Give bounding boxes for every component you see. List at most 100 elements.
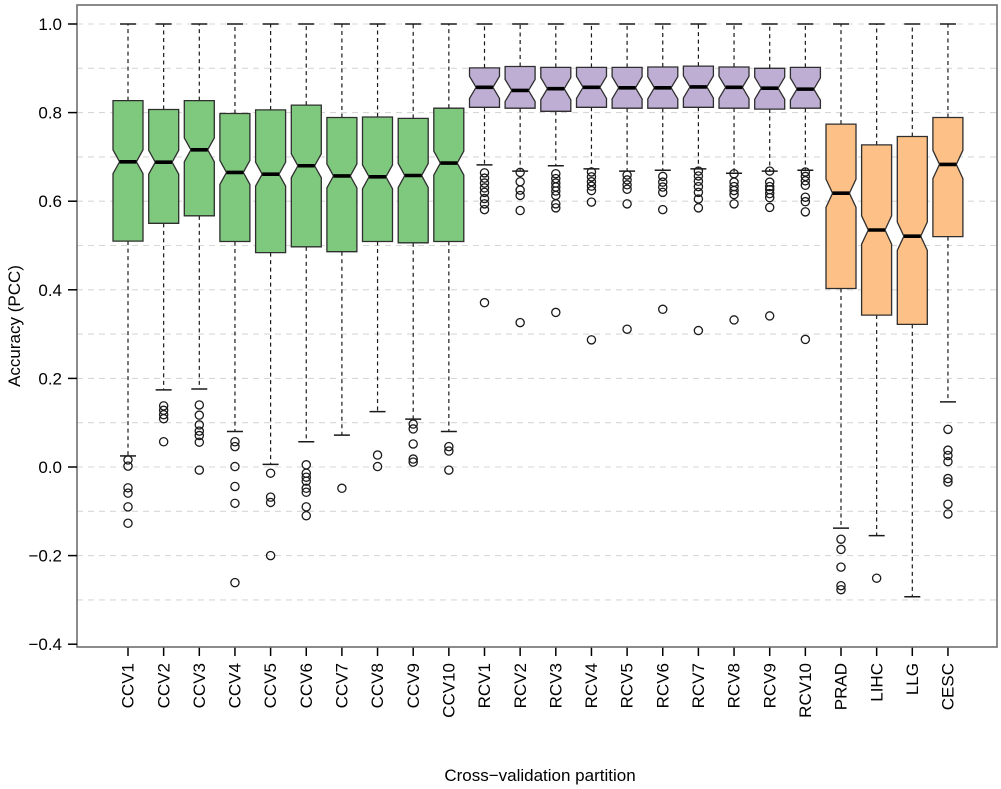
x-tick-label-PRAD: PRAD: [832, 663, 851, 710]
outlier-point: [515, 176, 525, 187]
outlier-point: [943, 477, 953, 487]
boxplot-box-RCV8: [718, 23, 750, 325]
outlier-point: [693, 187, 704, 198]
outlier-point: [479, 168, 490, 178]
box-body: [397, 117, 429, 244]
outlier-point: [158, 436, 169, 447]
outlier-point: [301, 510, 311, 521]
outlier-point: [158, 413, 169, 424]
outlier-point: [158, 401, 169, 411]
outlier-point: [408, 424, 418, 434]
outlier-point: [408, 419, 418, 429]
y-tick-label: 0.4: [38, 281, 62, 300]
outlier-point: [943, 456, 953, 467]
outlier-point: [230, 577, 240, 588]
outlier-point: [729, 189, 739, 200]
outlier-point: [764, 192, 775, 203]
box-body: [504, 65, 536, 109]
box-body: [290, 104, 322, 248]
outlier-point: [551, 307, 561, 318]
boxplot-series: [112, 23, 964, 598]
outlier-point: [658, 177, 668, 187]
outlier-point: [337, 483, 347, 494]
outlier-point: [622, 180, 632, 190]
boxplot-box-RCV9: [754, 23, 786, 321]
outlier-point: [158, 409, 169, 420]
outlier-point: [943, 445, 953, 455]
outlier-point: [729, 185, 739, 196]
boxplot-box-RCV1: [468, 23, 501, 308]
y-tick-label: 1.0: [38, 15, 62, 34]
x-tick-label-CCV4: CCV4: [226, 663, 245, 708]
outlier-point: [301, 502, 311, 512]
boxplot-box-CCV8: [361, 23, 394, 472]
outlier-point: [265, 497, 276, 508]
outlier-point: [194, 420, 205, 430]
box-body: [254, 109, 287, 254]
box-body: [326, 116, 358, 253]
outlier-point: [479, 173, 490, 183]
x-tick-label-RCV10: RCV10: [796, 663, 815, 718]
outlier-point: [693, 166, 704, 176]
outlier-point: [800, 207, 811, 217]
outlier-point: [693, 181, 704, 192]
box-body: [148, 108, 180, 224]
outlier-point: [764, 177, 775, 187]
boxplot-box-PRAD: [825, 23, 857, 595]
outlier-point: [301, 460, 311, 470]
outlier-point: [800, 176, 811, 186]
outlier-point: [836, 562, 846, 572]
outlier-point: [479, 187, 490, 198]
outlier-point: [408, 439, 418, 449]
boxplot-box-CCV7: [326, 23, 358, 494]
outlier-point: [586, 176, 597, 187]
x-tick-label-RCV2: RCV2: [511, 663, 530, 708]
outlier-point: [479, 199, 490, 209]
outlier-point: [836, 544, 846, 555]
y-axis-title: Accuracy (PCC): [5, 265, 24, 387]
boxplot-box-RCV2: [504, 23, 536, 328]
outlier-point: [123, 455, 133, 465]
outlier-point: [444, 441, 454, 452]
outlier-point: [265, 468, 276, 478]
boxplot-box-CCV1: [112, 23, 144, 529]
x-tick-label-CCV8: CCV8: [368, 663, 387, 708]
outlier-point: [194, 437, 205, 447]
box-body: [433, 107, 465, 243]
y-tick-label: 0.6: [38, 192, 62, 211]
outlier-point: [800, 192, 811, 202]
plot-frame: [76, 4, 998, 648]
x-tick-label-CCV7: CCV7: [333, 663, 352, 708]
outlier-point: [836, 584, 846, 595]
outlier-point: [658, 304, 668, 315]
outlier-point: [301, 476, 311, 486]
outlier-point: [301, 472, 311, 482]
boxplot-box-CCV10: [433, 23, 465, 475]
outlier-point: [408, 457, 418, 467]
outlier-point: [479, 183, 490, 193]
boxplot-box-LIHC: [860, 23, 893, 583]
outlier-point: [123, 488, 133, 498]
outlier-point: [194, 410, 205, 420]
outlier-point: [479, 178, 490, 188]
outlier-point: [622, 170, 632, 180]
boxplot-box-CCV2: [148, 23, 180, 447]
outlier-point: [444, 446, 454, 456]
outlier-point: [800, 196, 811, 207]
outlier-point: [800, 334, 811, 345]
boxplot-box-CCV4: [219, 23, 251, 588]
outlier-point: [764, 188, 775, 199]
box-body: [219, 112, 251, 243]
outlier-point: [265, 492, 276, 502]
boxplot-box-RCV6: [647, 23, 679, 315]
outlier-point: [658, 171, 668, 182]
outlier-point: [586, 172, 597, 182]
x-tick-label-CCV1: CCV1: [119, 663, 138, 708]
outlier-point: [622, 199, 632, 209]
outlier-point: [515, 317, 525, 328]
outlier-point: [729, 199, 739, 209]
outlier-point: [551, 186, 561, 196]
outlier-point: [265, 550, 276, 561]
